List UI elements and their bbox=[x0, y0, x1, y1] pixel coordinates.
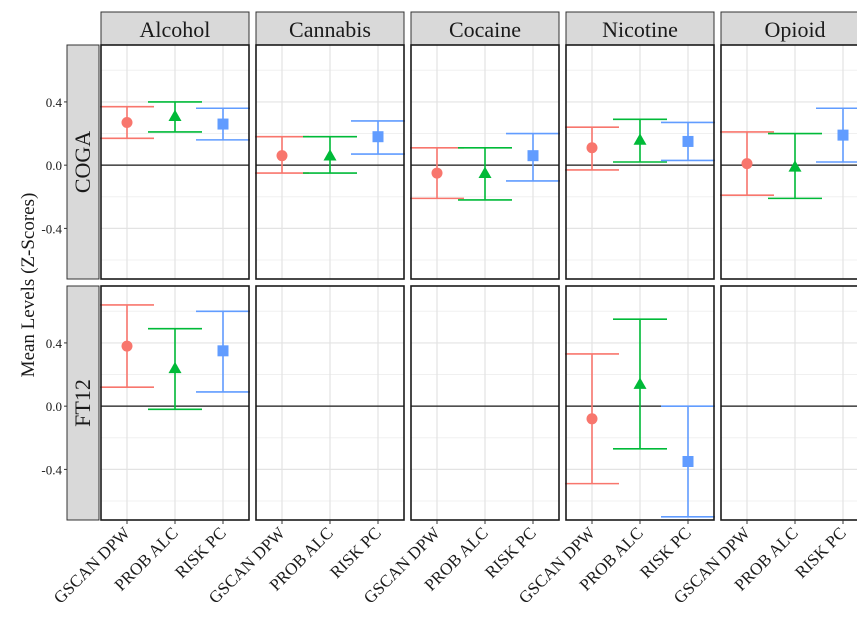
strip-cannabis bbox=[255, 11, 405, 46]
x-tick-label-opioid-risk-pc: RISK PC bbox=[791, 523, 850, 582]
strip-label-alcohol: Alcohol bbox=[140, 17, 211, 42]
point-coga-opioid-risk-pc bbox=[837, 129, 849, 141]
y-tick-label: 0.4 bbox=[46, 95, 63, 110]
point-coga-cannabis-gscan-dpw bbox=[276, 150, 288, 162]
strip-label-cocaine: Cocaine bbox=[449, 17, 521, 42]
y-tick-label: -0.4 bbox=[41, 221, 62, 236]
strip-label-opioid: Opioid bbox=[764, 17, 825, 42]
point-ft12-nicotine-prob-alc bbox=[633, 377, 647, 389]
y-tick-label: 0.0 bbox=[46, 158, 62, 173]
x-tick-label-cocaine-risk-pc: RISK PC bbox=[481, 523, 540, 582]
point-ft12-alcohol-gscan-dpw bbox=[121, 340, 133, 352]
y-axis-title: Mean Levels (Z-Scores) bbox=[18, 193, 39, 378]
point-coga-opioid-gscan-dpw bbox=[741, 158, 753, 170]
point-ft12-alcohol-risk-pc bbox=[217, 345, 229, 357]
point-ft12-alcohol-prob-alc bbox=[168, 361, 182, 374]
point-coga-cocaine-gscan-dpw bbox=[431, 167, 443, 179]
panel-ft12-opioid-background bbox=[721, 286, 857, 520]
panel-border-coga-cocaine bbox=[410, 44, 560, 280]
point-coga-nicotine-risk-pc bbox=[682, 135, 694, 147]
y-tick-label: 0.0 bbox=[46, 399, 62, 414]
panel-border-coga-opioid bbox=[720, 44, 857, 280]
panel-border-coga-cannabis bbox=[255, 44, 405, 280]
x-tick-label-cannabis-risk-pc: RISK PC bbox=[326, 523, 385, 582]
strip-cocaine bbox=[410, 11, 560, 46]
point-coga-alcohol-risk-pc bbox=[217, 118, 229, 130]
x-tick-label-nicotine-risk-pc: RISK PC bbox=[636, 523, 695, 582]
row-strip-label-ft12: FT12 bbox=[70, 379, 95, 427]
point-ft12-nicotine-gscan-dpw bbox=[586, 413, 598, 425]
panel-ft12-cannabis bbox=[256, 286, 404, 520]
y-tick-label: 0.4 bbox=[46, 336, 63, 351]
y-tick-label: -0.4 bbox=[41, 462, 62, 477]
x-tick-label-alcohol-gscan-dpw: GSCAN DPW bbox=[50, 523, 135, 608]
strip-opioid bbox=[720, 11, 857, 46]
panel-border-coga-alcohol bbox=[100, 44, 250, 280]
panel-coga-alcohol bbox=[101, 45, 249, 279]
point-coga-nicotine-gscan-dpw bbox=[586, 142, 598, 154]
x-tick-label-alcohol-risk-pc: RISK PC bbox=[171, 523, 230, 582]
point-coga-cannabis-prob-alc bbox=[323, 149, 337, 161]
row-strip-ft12 bbox=[66, 285, 100, 521]
panel-border-coga-nicotine bbox=[565, 44, 715, 280]
point-coga-nicotine-prob-alc bbox=[633, 133, 647, 145]
point-coga-alcohol-prob-alc bbox=[168, 109, 182, 122]
strip-label-cannabis: Cannabis bbox=[289, 17, 371, 42]
strip-alcohol bbox=[100, 11, 250, 46]
point-coga-cannabis-risk-pc bbox=[372, 131, 384, 143]
panel-ft12-cocaine bbox=[411, 286, 559, 520]
strip-nicotine bbox=[565, 11, 715, 46]
plot-layer: Alcohol Cannabis Cocaine Nicotine Opioid COGA… bbox=[41, 11, 857, 608]
panel-ft12-opioid bbox=[721, 286, 857, 520]
point-coga-alcohol-gscan-dpw bbox=[121, 116, 133, 128]
point-coga-cocaine-risk-pc bbox=[527, 150, 539, 162]
strip-label-nicotine: Nicotine bbox=[602, 17, 678, 42]
row-strip-label-coga: COGA bbox=[70, 131, 95, 193]
row-strip-coga bbox=[66, 44, 100, 280]
point-coga-cocaine-prob-alc bbox=[478, 166, 492, 178]
point-coga-opioid-prob-alc bbox=[788, 160, 802, 172]
point-ft12-nicotine-risk-pc bbox=[682, 456, 694, 467]
